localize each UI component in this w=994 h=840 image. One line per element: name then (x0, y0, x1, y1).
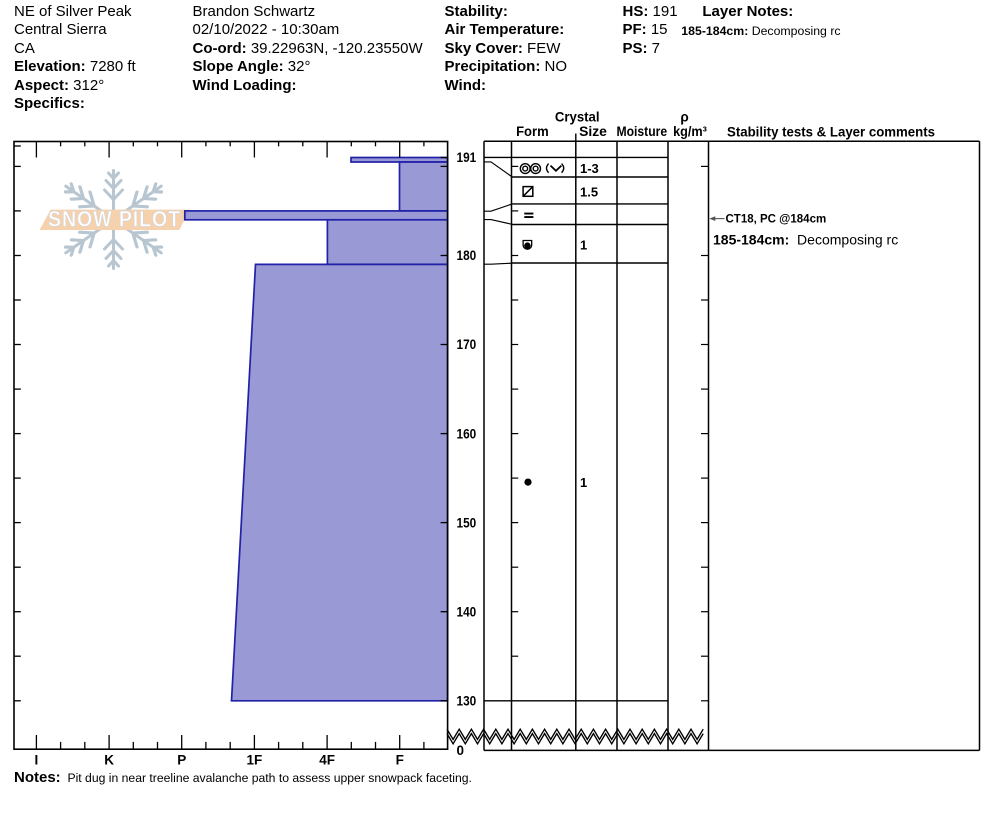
svg-text:1: 1 (580, 475, 587, 490)
svg-text:130: 130 (457, 694, 477, 709)
svg-text:140: 140 (457, 604, 477, 619)
svg-text:191: 191 (457, 150, 477, 165)
svg-text:K: K (104, 753, 114, 768)
svg-text:Stability tests & Layer commen: Stability tests & Layer comments (727, 124, 935, 139)
svg-text:P: P (177, 753, 186, 768)
svg-text:SNOW PILOT: SNOW PILOT (48, 207, 181, 232)
svg-text:kg/m³: kg/m³ (673, 124, 707, 139)
svg-text:CT18, PC @184cm: CT18, PC @184cm (726, 214, 827, 226)
svg-text:Moisture: Moisture (616, 124, 667, 139)
svg-text:185-184cm: Decomposing rc: 185-184cm: Decomposing rc (713, 231, 898, 247)
svg-text:180: 180 (457, 248, 477, 263)
svg-text:160: 160 (457, 426, 477, 441)
svg-text:1: 1 (580, 238, 587, 253)
svg-text:1.5: 1.5 (580, 185, 598, 200)
svg-text:Size: Size (579, 124, 607, 139)
svg-text:1F: 1F (247, 753, 263, 768)
svg-text:170: 170 (457, 337, 477, 352)
svg-text:ρ: ρ (680, 109, 688, 124)
svg-text:0: 0 (457, 743, 465, 758)
svg-text:F: F (396, 753, 404, 768)
svg-text:1-3: 1-3 (580, 161, 599, 176)
svg-text:Form: Form (516, 124, 549, 139)
svg-text:4F: 4F (319, 753, 335, 768)
svg-text:150: 150 (457, 515, 477, 530)
svg-text:Crystal: Crystal (555, 109, 600, 124)
svg-text:I: I (35, 753, 39, 768)
